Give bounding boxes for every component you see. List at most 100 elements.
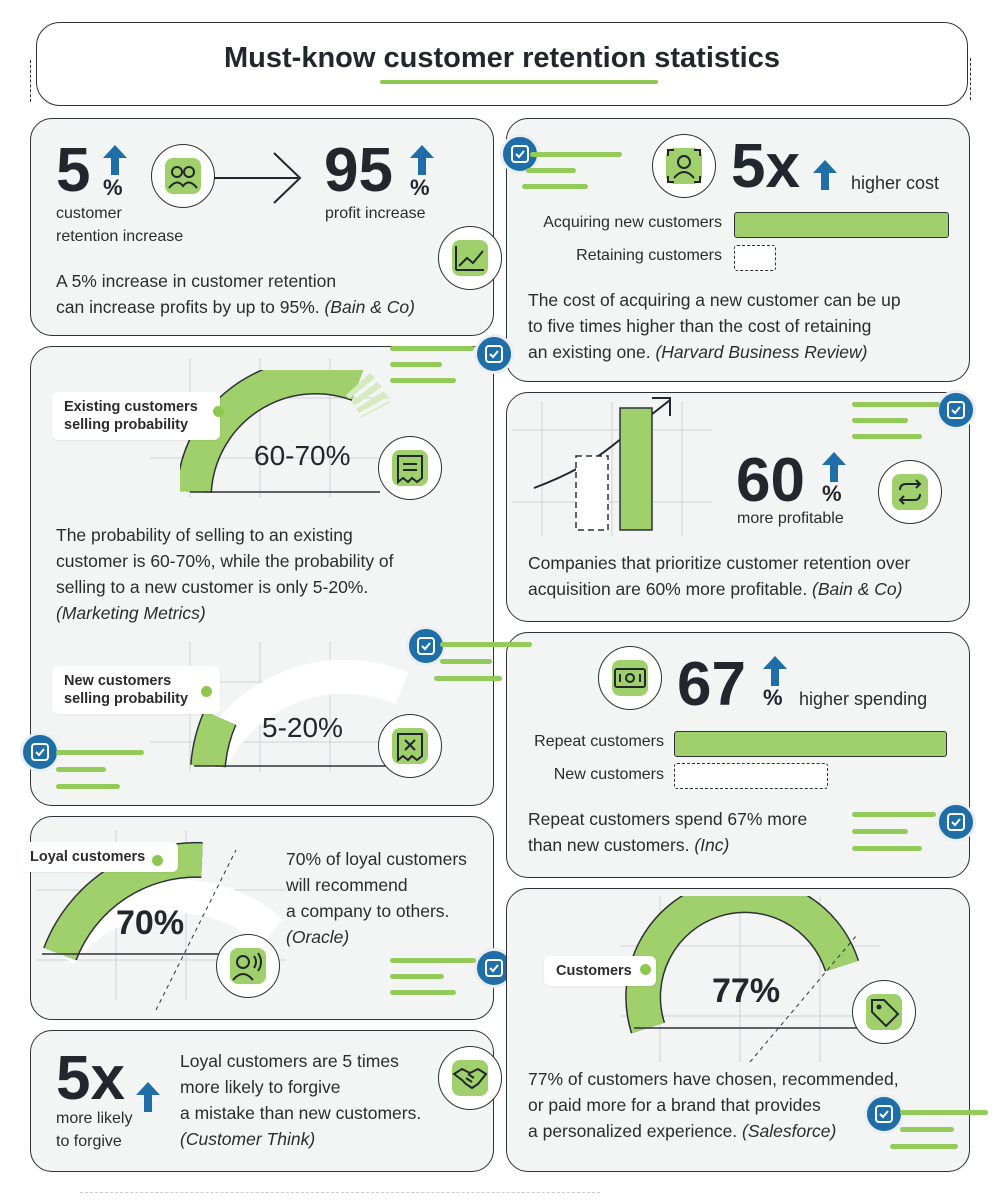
bar-label-acquiring: Acquiring new customers [543, 214, 722, 231]
green-line [390, 362, 442, 367]
green-line [390, 974, 444, 979]
card3-text-1: The probability of selling to an existin… [56, 525, 353, 545]
gauge-new-value: 5-20% [262, 712, 343, 743]
green-line [852, 402, 940, 407]
arrow-up-icon [813, 160, 837, 190]
card6-text-1: 70% of loyal customers [286, 849, 467, 869]
card8-text-1: Loyal customers are 5 times [180, 1051, 399, 1071]
card3-text-3: selling to a new customer is only 5-20%. [56, 577, 369, 597]
card6-text-2: will recommend [286, 875, 408, 895]
card2-text-3: an existing one. (Harvard Business Revie… [528, 342, 868, 362]
stat-5x: 5x [731, 132, 800, 201]
stat-95-unit: % [410, 175, 430, 200]
label-loyal-customers: Loyal customers [18, 842, 178, 872]
bar-repeat [674, 731, 947, 757]
stat-67-unit: % [763, 685, 783, 710]
bar-retaining [734, 245, 776, 271]
bar-acquiring [734, 212, 949, 238]
green-line [852, 418, 908, 423]
card1-text-1: A 5% increase in customer retention [56, 271, 337, 291]
tag-icon [852, 980, 916, 1044]
stat-60: 60 [736, 446, 805, 515]
arrow-right-icon [214, 152, 302, 204]
arrow-up-icon [103, 145, 127, 175]
card4-text-2: acquisition are 60% more profitable. (Ba… [528, 579, 903, 599]
label-customers: Customers [544, 956, 656, 986]
bar-label-retaining: Retaining customers [576, 247, 722, 264]
gauge-existing [180, 370, 390, 494]
green-line [440, 659, 492, 664]
cash-icon [598, 646, 662, 710]
receipt-icon [378, 436, 442, 500]
green-line [56, 767, 106, 772]
refresh-icon [878, 460, 942, 524]
stat-95-label: profit increase [325, 205, 426, 222]
check-icon [20, 732, 60, 772]
title-underline [380, 80, 658, 84]
green-line [852, 829, 908, 834]
card8-text-3: a mistake than new customers. [180, 1103, 422, 1123]
card4-text-1: Companies that prioritize customer reten… [528, 553, 911, 573]
card1-text-2: can increase profits by up to 95%. (Bain… [56, 297, 415, 317]
green-line [390, 958, 476, 963]
card6-text-3: a company to others. [286, 901, 450, 921]
check-icon [936, 390, 976, 430]
card5-text-2: than new customers. (Inc) [528, 835, 730, 855]
arrow-up-icon [763, 656, 787, 686]
green-line [434, 676, 502, 681]
green-line [440, 642, 532, 647]
green-line [900, 1127, 954, 1132]
green-line [852, 846, 922, 851]
stat-67-label: higher spending [799, 689, 928, 709]
stat-forgive-label-2: to forgive [56, 1133, 122, 1150]
card8-text-2: more likely to forgive [180, 1077, 341, 1097]
check-icon [474, 334, 514, 374]
pill-dot [152, 855, 163, 866]
card2-text-2: to five times higher than the cost of re… [528, 316, 872, 336]
receipt-cancel-icon [378, 714, 442, 778]
card7-text-1: 77% of customers have chosen, recommende… [528, 1069, 899, 1089]
card3-text-2: customer is 60-70%, while the probabilit… [56, 551, 394, 571]
person-focus-icon [652, 134, 716, 198]
green-line [522, 184, 588, 189]
stat-5-label-2: retention increase [56, 228, 184, 245]
green-line [852, 812, 936, 817]
green-line [890, 1144, 958, 1149]
green-line [530, 152, 622, 157]
card7-text-3: a personalized experience. (Salesforce) [528, 1121, 837, 1141]
card2-text-1: The cost of acquiring a new customer can… [528, 290, 901, 310]
gauge-customers-value: 77% [712, 972, 781, 1010]
card-forgive [30, 1030, 494, 1172]
stat-5x-label: higher cost [851, 173, 940, 193]
stat-forgive-label-1: more likely [56, 1110, 133, 1127]
arrow-up-icon [822, 452, 846, 482]
green-line [526, 168, 576, 173]
stat-95-percent: 95 [324, 136, 393, 205]
check-icon [864, 1094, 904, 1134]
card5-text-1: Repeat customers spend 67% more [528, 809, 808, 829]
bar-label-repeat: Repeat customers [534, 733, 664, 750]
arrow-up-icon [410, 145, 434, 175]
people-icon [151, 144, 215, 208]
card8-source: (Customer Think) [180, 1129, 316, 1149]
page-title: Must-know customer retention statistics [224, 42, 780, 74]
stat-5-percent: 5 [56, 136, 91, 205]
card3-source: (Marketing Metrics) [56, 603, 206, 623]
bar-label-new: New customers [553, 766, 664, 783]
gauge-existing-value: 60-70% [254, 440, 351, 471]
title-dashed-left [30, 60, 32, 102]
growth-bars-icon [512, 397, 712, 536]
green-line [390, 346, 474, 351]
green-line [852, 434, 922, 439]
bottom-dashed-line [80, 1192, 600, 1193]
card6-source: (Oracle) [286, 927, 350, 947]
gauge-loyal [36, 830, 286, 1010]
card7-text-2: or paid more for a brand that provides [528, 1095, 821, 1115]
gauge-new [190, 659, 414, 768]
title-card [36, 22, 968, 106]
arrow-up-icon [136, 1082, 160, 1112]
trend-chart-icon [438, 226, 502, 290]
stat-5x-forgive: 5x [56, 1044, 125, 1113]
green-line [56, 750, 144, 755]
check-icon [936, 802, 976, 842]
